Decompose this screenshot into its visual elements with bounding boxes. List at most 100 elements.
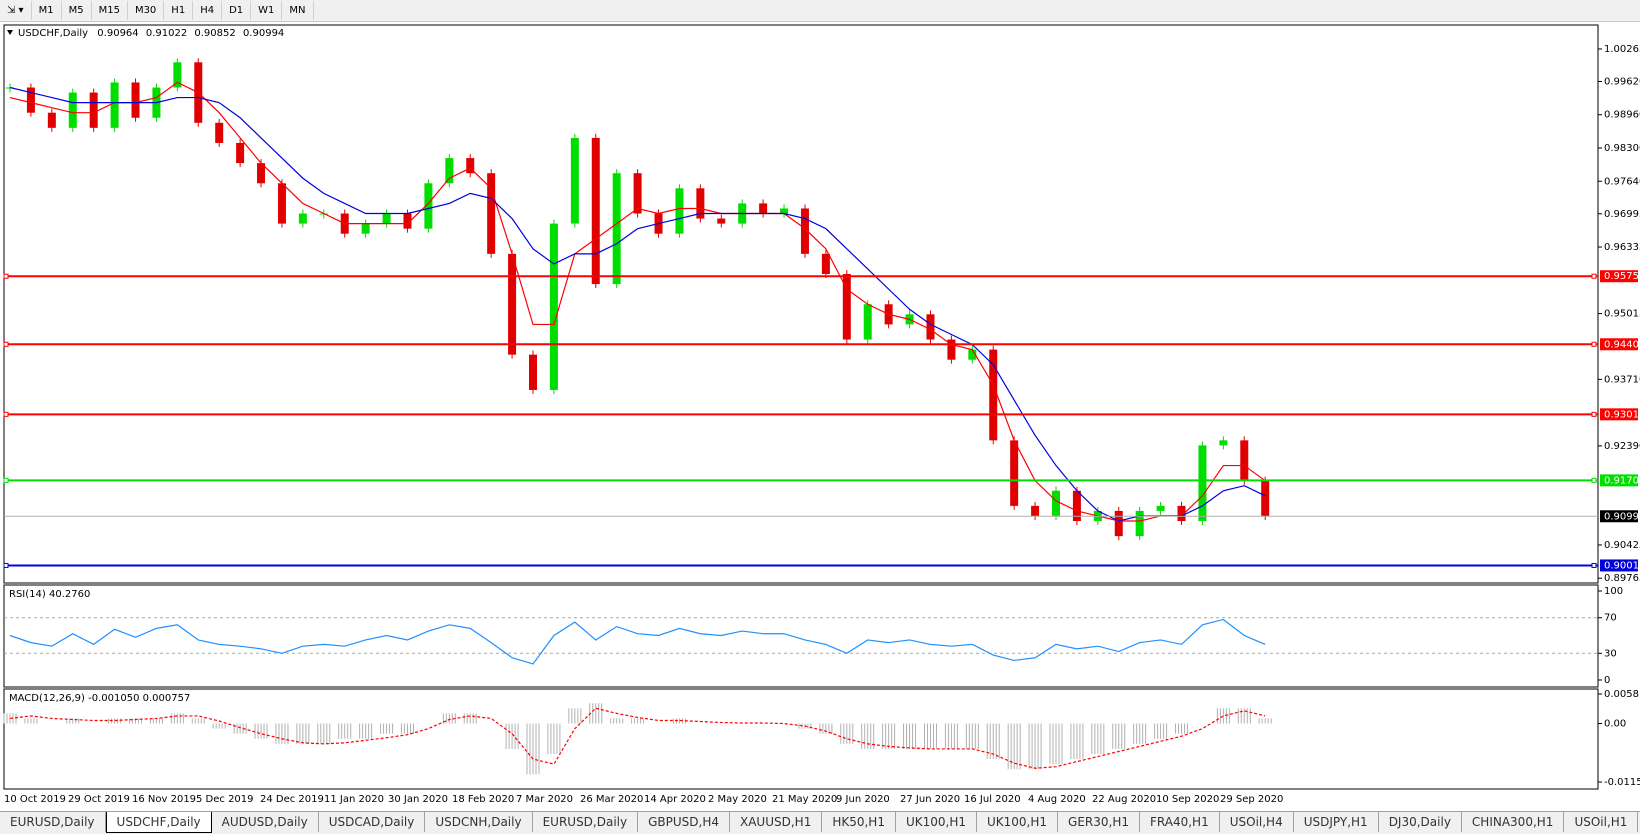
toolbar-icon[interactable]: ⇲ ▾ (0, 1, 32, 20)
candle-body (1114, 510, 1123, 537)
candle-body (403, 213, 412, 229)
candle-body (1198, 445, 1207, 521)
level-price-label: 0.95756 (1604, 271, 1640, 282)
x-tick-label: 21 May 2020 (772, 794, 837, 805)
candle-body (947, 339, 956, 360)
chart-background (0, 22, 1640, 811)
timeframe-button[interactable]: H4 (193, 1, 223, 20)
x-tick-label: 29 Oct 2019 (68, 794, 130, 805)
x-tick-label: 16 Nov 2019 (132, 794, 196, 805)
candle-body (842, 274, 851, 340)
level-anchor (1591, 477, 1597, 483)
candle-body (1240, 440, 1249, 481)
y-tick-label: 0.96995 (1604, 209, 1640, 220)
timeframe-button[interactable]: D1 (222, 1, 252, 20)
y-tick-label: 100 (1604, 586, 1623, 597)
candle-body (1177, 505, 1186, 521)
timeframe-button[interactable]: M5 (62, 1, 92, 20)
candle-body (759, 203, 768, 214)
candle-body (591, 137, 600, 285)
symbol-tab[interactable]: HK50,H1 (822, 812, 896, 832)
y-tick-label: 30 (1604, 648, 1617, 659)
symbol-tab[interactable]: USOil,H1 (1564, 812, 1639, 832)
x-tick-label: 14 Apr 2020 (644, 794, 706, 805)
quote-low: 0.90852 (194, 28, 235, 39)
symbol-tab[interactable]: USDCHF,Daily (105, 812, 212, 833)
candle-body (821, 253, 830, 275)
timeframe-button[interactable]: M30 (128, 1, 165, 20)
candle-body (717, 218, 726, 224)
symbol-tab[interactable]: EURUSD,Daily (0, 812, 106, 832)
level-price-box (1600, 559, 1638, 572)
level-anchor (1591, 273, 1597, 279)
x-tick-label: 24 Dec 2019 (260, 794, 324, 805)
candle-body (800, 208, 809, 254)
symbol-tab[interactable]: USDJPY,H1 (1294, 812, 1379, 832)
x-tick-label: 11 Jan 2020 (324, 794, 384, 805)
symbol-tab[interactable]: FRA40,H1 (1140, 812, 1220, 832)
tab-bar: EURUSD,Daily USDCHF,Daily AUDUSD,Daily USDC… (0, 811, 1640, 834)
x-tick-label: 10 Oct 2019 (4, 794, 66, 805)
y-tick-label: 0 (1604, 675, 1610, 686)
candle-body (47, 112, 56, 128)
candle-body (26, 87, 35, 113)
candle-body (780, 208, 789, 214)
x-tick-label: 7 Mar 2020 (516, 794, 573, 805)
x-tick-label: 9 Jun 2020 (836, 794, 890, 805)
y-tick-label: 0.95015 (1604, 309, 1640, 320)
quote-high: 0.91022 (146, 28, 187, 39)
y-tick-label: 70 (1604, 613, 1617, 624)
moving-average (9, 81, 1266, 522)
symbol-tab[interactable]: USDCNH,Daily (425, 812, 533, 832)
candle-body (277, 183, 286, 224)
symbol-title: USDCHF,Daily (18, 28, 88, 39)
candle-body (487, 173, 496, 254)
indicator-title: RSI(14) 40.2760 (9, 589, 90, 600)
timeframe-button[interactable]: M15 (92, 1, 128, 20)
candle-body (298, 213, 307, 224)
x-tick-label: 16 Jul 2020 (964, 794, 1021, 805)
candle-body (612, 173, 621, 285)
candle-body (633, 173, 642, 214)
y-tick-label: 1.00265 (1604, 44, 1640, 55)
candle-body (445, 158, 454, 184)
level-price-box (1600, 408, 1638, 421)
symbol-tab[interactable]: USDCAD,Daily (319, 812, 426, 832)
x-tick-label: 22 Aug 2020 (1092, 794, 1156, 805)
timeframe-button[interactable]: MN (282, 1, 314, 20)
symbol-tab[interactable]: UK100,H1 (896, 812, 977, 832)
panel-frame (3, 584, 1599, 688)
candle-body (257, 163, 266, 184)
macd-signal-line (9, 707, 1266, 769)
symbol-tab[interactable]: DJ30,Daily (1379, 812, 1462, 832)
symbol-tab[interactable]: AUDUSD,Daily (212, 812, 319, 832)
x-tick-label: 29 Sep 2020 (1220, 794, 1283, 805)
quote-close: 0.90994 (243, 28, 284, 39)
candle-body (549, 223, 558, 390)
symbol-tab[interactable]: XAUUSD,H1 (730, 812, 823, 832)
candle-body (968, 349, 977, 360)
candle-body (989, 349, 998, 441)
chart-window: USDCHF,Daily 0.90964 0.91022 0.90852 0.9… (0, 22, 1640, 811)
y-tick-label: -0.011514 (1604, 777, 1640, 788)
symbol-tab[interactable]: UK100,H1 (977, 812, 1059, 832)
timeframe-button[interactable]: H1 (164, 1, 194, 20)
x-tick-label: 27 Jun 2020 (900, 794, 960, 805)
symbol-tab[interactable]: GER30,H1 (1058, 812, 1140, 832)
timeframe-button[interactable]: M1 (32, 1, 62, 20)
candle-body (1072, 490, 1081, 521)
symbol-tab[interactable]: GBPUSD,H4 (638, 812, 730, 832)
level-price-box (1600, 270, 1638, 283)
symbol-tab[interactable]: CHINA300,H1 (1462, 812, 1565, 832)
candle-body (68, 92, 77, 128)
symbol-tab[interactable]: EURUSD,Daily (533, 812, 639, 832)
y-tick-label: 0.96335 (1604, 242, 1640, 253)
candle-body (89, 92, 98, 128)
timeframe-button[interactable]: W1 (251, 1, 283, 20)
symbol-tab[interactable]: USOil,H4 (1220, 812, 1294, 832)
y-tick-label: 0.89765 (1604, 573, 1640, 584)
